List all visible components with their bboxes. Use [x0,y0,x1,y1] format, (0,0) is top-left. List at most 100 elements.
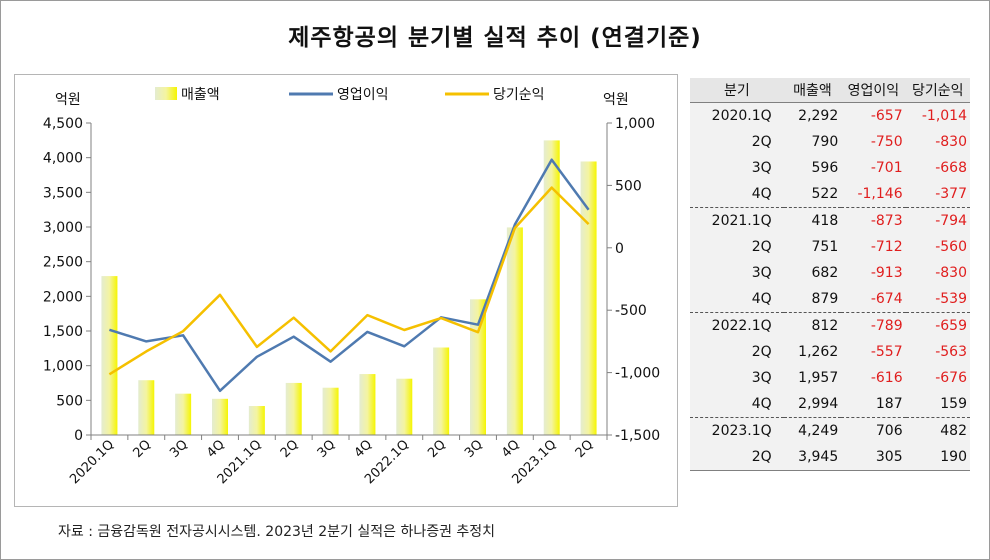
table-row: 2Q 1,262 -557 -563 [690,339,970,365]
table-cell: 3,945 [783,444,842,471]
legend-operating-label: 영업이익 [337,87,389,103]
table-row: 2Q 790 -750 -830 [690,129,970,155]
x-category-label: 3Q [167,437,191,461]
quarterly-results-table: 분기 매출액 영업이익 당기순익 2020.1Q 2,292 -657 -1,014 2Q 79… [690,78,970,471]
table-cell: 1,262 [783,339,842,365]
left-tick-label: 3,000 [43,220,83,236]
table-row: 2020.1Q 2,292 -657 -1,014 [690,102,970,129]
table-cell: -1,146 [841,181,906,208]
table-row: 2023.1Q 4,249 706 482 [690,417,970,444]
table-cell: -616 [841,365,906,391]
table-cell: 190 [905,444,970,471]
table-cell: 812 [783,312,842,339]
left-tick-label: 0 [74,428,83,444]
source-note: 자료 : 금융감독원 전자공시시스템. 2023년 2분기 실적은 하나증권 추… [58,524,496,540]
table-header-cell: 매출액 [783,78,842,103]
table-row: 3Q 596 -701 -668 [690,155,970,181]
table-header-cell: 분기 [690,78,784,103]
table-header-cell: 영업이익 [841,78,906,103]
table-cell: -668 [905,155,970,181]
revenue-bar [248,406,265,435]
table-cell: 4,249 [783,417,842,444]
right-tick-label: -1,000 [615,366,660,382]
table-cell: 305 [841,444,906,471]
table-cell: -913 [841,260,906,286]
table-cell: 3Q [690,260,784,286]
table-cell: -1,014 [905,102,970,129]
table-cell: 879 [783,286,842,313]
revenue-bar [322,387,339,435]
table-cell: -377 [905,181,970,208]
left-tick-label: 1,000 [43,359,83,375]
table-cell: 4Q [690,181,784,208]
table-cell: 2022.1Q [690,312,784,339]
right-tick-label: 500 [615,178,642,194]
table-cell: 4Q [690,286,784,313]
table-cell: -712 [841,234,906,260]
table-cell: 2023.1Q [690,417,784,444]
left-tick-label: 4,000 [43,151,83,167]
x-category-label: 4Q [352,437,376,461]
x-category-label: 4Q [204,437,228,461]
x-category-label: 4Q [499,437,523,461]
table-cell: -659 [905,312,970,339]
x-category-label: 2Q [425,437,449,461]
left-tick-label: 2,500 [43,255,83,271]
table-cell: 2020.1Q [690,102,784,129]
table-cell: 418 [783,207,842,234]
table-cell: -674 [841,286,906,313]
table-cell: 1,957 [783,365,842,391]
revenue-bar [175,393,192,435]
table-cell: 3Q [690,365,784,391]
table-cell: 159 [905,391,970,418]
revenue-bar [543,140,560,436]
table-cell: -873 [841,207,906,234]
revenue-bar [359,374,376,435]
table-row: 3Q 1,957 -616 -676 [690,365,970,391]
x-category-label: 2Q [573,437,597,461]
table-row: 2022.1Q 812 -789 -659 [690,312,970,339]
table-cell: 2Q [690,234,784,260]
x-category-label: 3Q [315,437,339,461]
table-row: 4Q 522 -1,146 -377 [690,181,970,208]
left-tick-label: 500 [56,393,83,409]
right-tick-label: -1,500 [615,428,660,444]
legend-revenue-label: 매출액 [181,87,220,103]
net-income-line [108,186,590,376]
page-title: 제주항공의 분기별 실적 추이 (연결기준) [288,25,702,51]
table-row: 3Q 682 -913 -830 [690,260,970,286]
right-axis-unit: 억원 [603,92,629,108]
table-cell: 706 [841,417,906,444]
revenue-bar [470,299,486,435]
right-tick-label: 0 [615,241,624,257]
table-cell: -789 [841,312,906,339]
table-cell: 682 [783,260,842,286]
x-category-label: 2Q [130,437,154,461]
right-tick-label: 1,000 [615,116,655,132]
left-axis-unit: 억원 [55,92,81,108]
table-cell: 2Q [690,339,784,365]
table-cell: 2,292 [783,102,842,129]
table-cell: -539 [905,286,970,313]
table-cell: -794 [905,207,970,234]
revenue-bar [433,347,450,435]
table-cell: 4Q [690,391,784,418]
table-row: 2Q 751 -712 -560 [690,234,970,260]
table-cell: 187 [841,391,906,418]
table-cell: 596 [783,155,842,181]
table-row: 4Q 2,994 187 159 [690,391,970,418]
table-cell: 2Q [690,444,784,471]
table-cell: 790 [783,129,842,155]
table-cell: 522 [783,181,842,208]
table-cell: -657 [841,102,906,129]
left-tick-label: 4,500 [43,116,83,132]
chart-container: 0 500 1,000 1,500 2,000 2,500 3,000 3,500 4,000 4… [14,74,678,507]
right-tick-label: -500 [615,303,647,319]
table-cell: -830 [905,260,970,286]
table-cell: -701 [841,155,906,181]
revenue-bar [138,380,155,435]
operating-profit-line [109,158,590,393]
table-header-cell: 당기순익 [905,78,970,103]
revenue-bar [580,161,597,435]
revenue-bar [506,227,523,435]
